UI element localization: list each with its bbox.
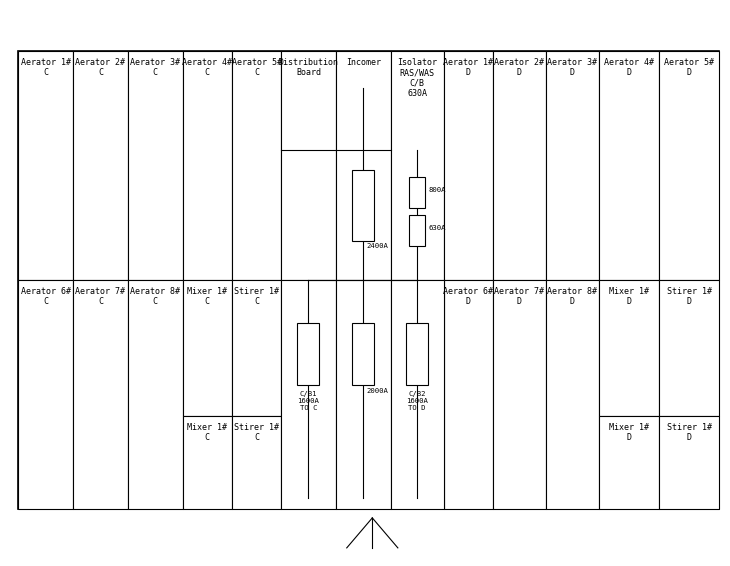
Text: Aerator 8#
C: Aerator 8# C [130, 287, 180, 306]
Text: Isolator
RAS/WAS
C/B
630A: Isolator RAS/WAS C/B 630A [397, 58, 437, 98]
Text: C/B1
1600A
TO C: C/B1 1600A TO C [298, 391, 319, 410]
Bar [73, 280, 128, 509]
Text: Aerator 8#
D: Aerator 8# D [548, 287, 597, 306]
Text: Mixer 1#
D: Mixer 1# D [609, 287, 649, 306]
Bar [336, 280, 391, 509]
Text: Stirer 1#
C: Stirer 1# C [234, 423, 279, 442]
Text: C/B2
1600A
TO D: C/B2 1600A TO D [407, 391, 428, 410]
Text: Stirer 1#
D: Stirer 1# D [666, 423, 712, 442]
Bar [444, 280, 493, 509]
Bar [232, 280, 281, 416]
Bar [73, 51, 128, 280]
Bar [406, 323, 428, 385]
Bar [232, 51, 281, 280]
Text: Aerator 2#
C: Aerator 2# C [75, 58, 126, 77]
Text: Aerator 5#
D: Aerator 5# D [664, 58, 714, 77]
Bar [182, 416, 232, 509]
Bar [353, 170, 374, 241]
Text: Aerator 7#
C: Aerator 7# C [75, 287, 126, 306]
Text: Mixer 1#
C: Mixer 1# C [188, 423, 227, 442]
Bar [409, 215, 425, 246]
Bar [18, 280, 73, 509]
Bar [182, 280, 232, 416]
Text: Aerator 6#
C: Aerator 6# C [20, 287, 71, 306]
Text: 2000A: 2000A [367, 388, 388, 394]
Bar [232, 416, 281, 509]
Bar [281, 280, 336, 509]
Text: Aerator 3#
D: Aerator 3# D [548, 58, 597, 77]
Text: Distribution
Board: Distribution Board [278, 58, 339, 77]
Bar [599, 280, 659, 416]
Bar [336, 51, 391, 280]
Bar [391, 280, 444, 509]
Bar [391, 51, 444, 280]
Bar [409, 177, 425, 208]
Text: Incomer: Incomer [346, 58, 380, 67]
Bar [659, 51, 719, 280]
Bar [599, 416, 659, 509]
Bar [546, 280, 599, 509]
Bar [659, 280, 719, 416]
Text: Aerator 3#
C: Aerator 3# C [130, 58, 180, 77]
Text: Stirer 1#
C: Stirer 1# C [234, 287, 279, 306]
Bar [353, 323, 374, 385]
Bar [493, 280, 546, 509]
Text: Aerator 2#
D: Aerator 2# D [494, 58, 545, 77]
Text: Aerator 5#
C: Aerator 5# C [231, 58, 282, 77]
Text: 800A: 800A [429, 187, 446, 192]
Bar [659, 416, 719, 509]
Bar [546, 51, 599, 280]
Bar [444, 51, 493, 280]
Text: Aerator 4#
C: Aerator 4# C [182, 58, 232, 77]
Text: Stirer 1#
D: Stirer 1# D [666, 287, 712, 306]
Text: Aerator 6#
D: Aerator 6# D [443, 287, 493, 306]
Bar [128, 280, 182, 509]
Text: Mixer 1#
C: Mixer 1# C [188, 287, 227, 306]
Text: 2400A: 2400A [367, 243, 388, 250]
Bar [281, 51, 336, 280]
Text: Aerator 4#
D: Aerator 4# D [604, 58, 654, 77]
Text: Aerator 7#
D: Aerator 7# D [494, 287, 545, 306]
Bar [18, 51, 73, 280]
Bar [298, 323, 320, 385]
Text: Aerator 1#
C: Aerator 1# C [20, 58, 71, 77]
Bar [128, 51, 182, 280]
Text: 630A: 630A [429, 225, 446, 230]
Bar [599, 51, 659, 280]
Text: Aerator 1#
D: Aerator 1# D [443, 58, 493, 77]
Text: Mixer 1#
D: Mixer 1# D [609, 423, 649, 442]
Bar [493, 51, 546, 280]
Bar [182, 51, 232, 280]
Bar [18, 51, 719, 509]
